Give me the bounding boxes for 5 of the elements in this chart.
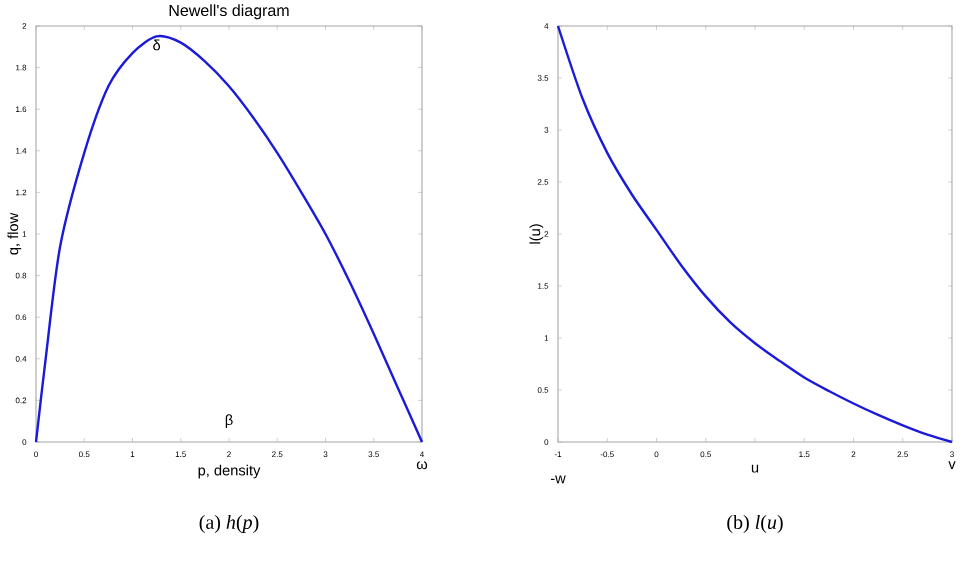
text: (b) l(u) — [727, 514, 783, 534]
text: (a) h(p) — [199, 514, 259, 534]
line-series — [556, 24, 954, 444]
line-series — [34, 35, 424, 444]
chart-title: Newell's diagram — [169, 4, 289, 20]
